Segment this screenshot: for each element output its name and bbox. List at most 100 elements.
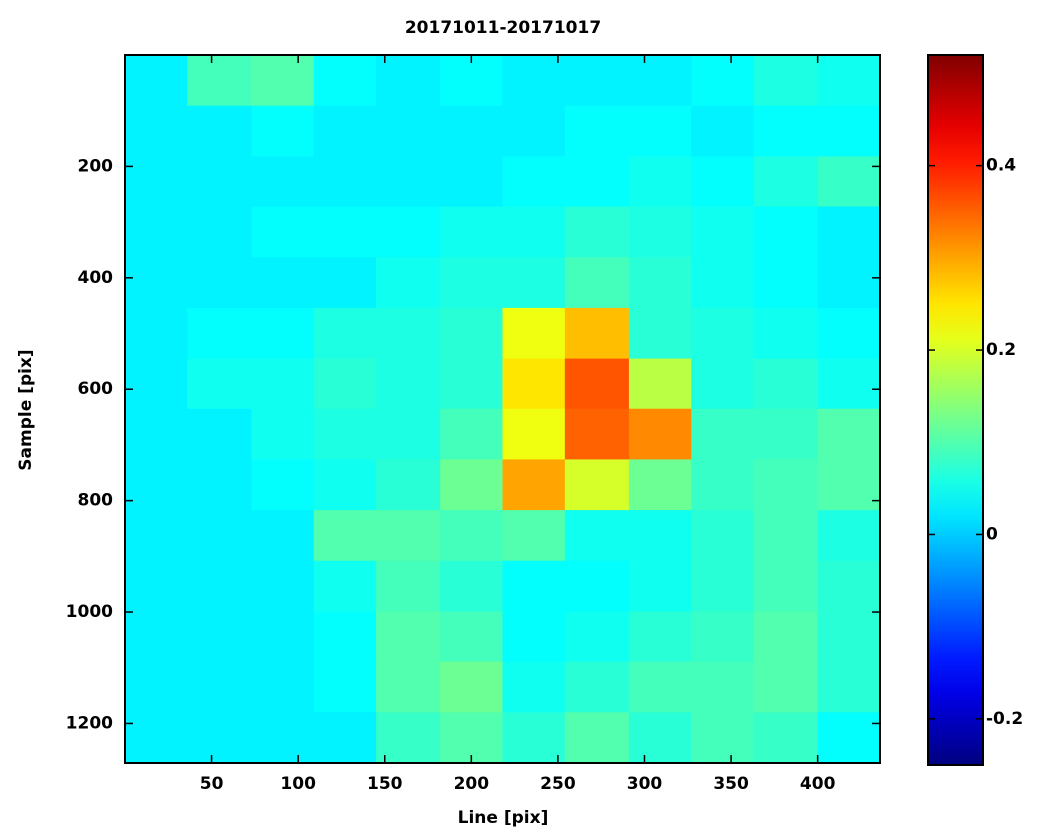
x-tick-label: 350: [713, 774, 749, 794]
y-tick-label: 200: [78, 156, 114, 176]
heat-cell: [440, 661, 503, 713]
heat-cell: [502, 459, 566, 511]
heat-cell: [817, 560, 881, 612]
x-tick-label: 250: [540, 774, 576, 794]
heat-cell: [187, 307, 252, 360]
heat-cell: [187, 611, 252, 663]
heat-cell: [313, 510, 377, 562]
heat-cell: [125, 560, 188, 612]
heat-cell: [251, 611, 315, 663]
heat-cell: [313, 560, 377, 612]
heat-cell: [628, 206, 692, 258]
heat-cell: [376, 358, 441, 410]
heat-cell: [691, 611, 755, 663]
heat-cell: [313, 105, 377, 157]
heat-cell: [753, 661, 819, 713]
heat-cell: [691, 560, 755, 612]
heat-cell: [125, 510, 188, 562]
heat-cell: [376, 408, 441, 460]
chart-title: 20171011-20171017: [405, 18, 601, 38]
heat-cell: [125, 611, 188, 663]
y-tick-label: 600: [78, 379, 114, 399]
x-tick-label: 50: [200, 774, 224, 794]
heat-cell: [753, 712, 819, 764]
heat-cell: [817, 510, 881, 562]
heat-cell: [564, 206, 630, 258]
heat-cell: [376, 156, 441, 208]
heat-cell: [376, 257, 441, 309]
heat-cell: [376, 510, 441, 562]
heat-cell: [376, 105, 441, 157]
heat-cell: [251, 257, 315, 309]
heat-cell: [753, 257, 819, 309]
heat-cell: [125, 358, 188, 410]
heat-cell: [313, 307, 377, 360]
heat-cell: [691, 156, 755, 208]
heat-cell: [502, 358, 566, 410]
heat-cell: [440, 510, 503, 562]
heat-cell: [817, 408, 881, 460]
heat-cell: [564, 510, 630, 562]
heat-cell: [251, 408, 315, 460]
heat-cell: [251, 55, 315, 107]
heat-cell: [628, 156, 692, 208]
heat-cell: [187, 510, 252, 562]
heat-cell: [125, 307, 188, 360]
heat-cell: [502, 712, 566, 764]
heat-cell: [502, 156, 566, 208]
heat-cell: [628, 105, 692, 157]
heat-cell: [817, 611, 881, 663]
heat-cell: [313, 408, 377, 460]
heat-cell: [628, 408, 692, 460]
heat-cell: [251, 459, 315, 511]
heat-cell: [376, 206, 441, 258]
y-tick-label: 400: [78, 268, 114, 288]
heat-cell: [125, 156, 188, 208]
heat-cell: [564, 358, 630, 410]
y-axis-label: Sample [pix]: [16, 349, 36, 470]
heat-cell: [502, 661, 566, 713]
heat-cell: [817, 156, 881, 208]
heat-cell: [251, 156, 315, 208]
heat-cell: [753, 307, 819, 360]
heat-cell: [440, 408, 503, 460]
heat-cell: [440, 459, 503, 511]
heat-cell: [628, 712, 692, 764]
heat-cell: [753, 510, 819, 562]
heat-cell: [817, 257, 881, 309]
heat-cell: [564, 712, 630, 764]
heat-cell: [628, 510, 692, 562]
heat-cell: [313, 459, 377, 511]
heat-cell: [817, 55, 881, 107]
heat-cell: [564, 560, 630, 612]
heat-cell: [440, 712, 503, 764]
heat-cell: [187, 560, 252, 612]
heat-cell: [753, 459, 819, 511]
heat-cell: [753, 358, 819, 410]
heat-cell: [691, 712, 755, 764]
heat-cell: [251, 307, 315, 360]
heat-cell: [440, 611, 503, 663]
x-tick-label: 400: [800, 774, 836, 794]
heat-cell: [753, 611, 819, 663]
heat-cell: [376, 307, 441, 360]
heat-cell: [251, 661, 315, 713]
colorbar-tick-label: 0.4: [986, 156, 1016, 176]
heat-cell: [313, 156, 377, 208]
heat-cell: [753, 156, 819, 208]
heat-cell: [251, 510, 315, 562]
heat-cell: [564, 55, 630, 107]
heat-cell: [125, 257, 188, 309]
heat-cell: [313, 358, 377, 410]
heat-cell: [564, 307, 630, 360]
heat-cell: [817, 105, 881, 157]
heat-cell: [502, 510, 566, 562]
heat-cell: [125, 408, 188, 460]
colorbar-tick-label: 0.2: [986, 340, 1016, 360]
heat-cell: [440, 307, 503, 360]
y-tick-label: 1000: [66, 602, 113, 622]
heat-cell: [753, 408, 819, 460]
heat-cell: [187, 459, 252, 511]
heat-cell: [817, 459, 881, 511]
